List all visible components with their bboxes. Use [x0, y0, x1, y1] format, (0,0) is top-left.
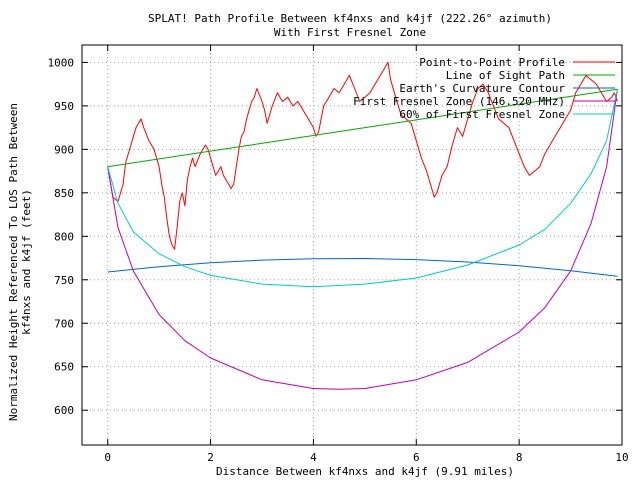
legend-label-point-to-point-profile: Point-to-Point Profile: [419, 56, 565, 69]
series-line-60-of-first-fresnel-zone: [107, 89, 618, 288]
y-axis-label-line2: kf4nxs and k4jf (feet): [20, 189, 33, 335]
axes: 0 2 4 6 8 10 600 650 700 750 800 850 900 950 1000: [48, 44, 629, 464]
legend-label-60-of-first-fresnel-zone: 60% of First Fresnel Zone: [399, 108, 565, 121]
y-tick-label: 1000: [48, 56, 75, 69]
y-axis-label-line1: Normalized Height Referenced To LOS Path…: [7, 103, 20, 421]
y-tick-label: 900: [54, 143, 74, 156]
y-tick-label: 850: [54, 187, 74, 200]
x-tick-label: 6: [413, 451, 420, 464]
chart-title: SPLAT! Path Profile Between kf4nxs and k…: [148, 12, 552, 25]
x-tick-label: 2: [207, 451, 214, 464]
series-line-earth-s-curvature-contour: [107, 258, 618, 277]
x-tick-label: 0: [104, 451, 111, 464]
series-line-line-of-sight-path: [107, 88, 618, 168]
legend-label-first-fresnel-zone-146-520-mhz: First Fresnel Zone (146.520 MHz): [353, 95, 565, 108]
x-tick-label: 4: [310, 451, 317, 464]
x-axis-label: Distance Between kf4nxs and k4jf (9.91 m…: [216, 465, 514, 478]
legend-label-line-of-sight-path: Line of Sight Path: [446, 69, 565, 82]
series-lines: [107, 61, 618, 390]
y-tick-label: 750: [54, 274, 74, 287]
chart-subtitle: With First Fresnel Zone: [274, 26, 426, 39]
plot-frame: [81, 44, 623, 446]
y-tick-label: 800: [54, 230, 74, 243]
x-tick-label: 10: [615, 451, 628, 464]
series-line-point-to-point-profile: [107, 61, 618, 250]
legend-label-earth-s-curvature-contour: Earth's Curvature Contour: [399, 82, 565, 95]
x-tick-label: 8: [516, 451, 523, 464]
series-line-first-fresnel-zone-146-520-mhz: [107, 89, 618, 390]
y-tick-label: 600: [54, 404, 74, 417]
y-tick-label: 700: [54, 317, 74, 330]
y-tick-label: 950: [54, 100, 74, 113]
y-tick-label: 650: [54, 361, 74, 374]
